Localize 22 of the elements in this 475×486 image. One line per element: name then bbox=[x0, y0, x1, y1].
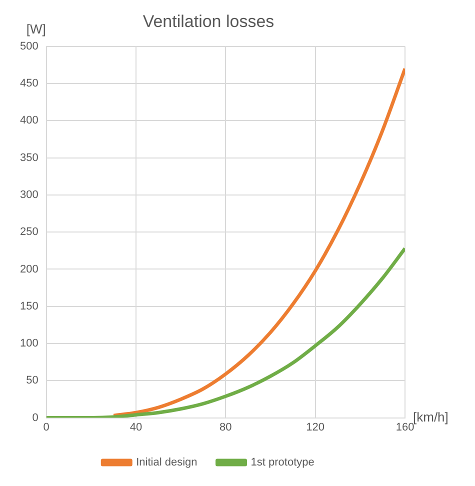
legend-label: Initial design bbox=[136, 456, 198, 469]
y-tick-label: 450 bbox=[20, 78, 38, 90]
y-tick-label: 300 bbox=[20, 188, 38, 201]
x-tick-label: 120 bbox=[306, 421, 325, 434]
y-tick-label: 200 bbox=[20, 263, 38, 276]
y-axis-title: [W] bbox=[26, 21, 46, 36]
y-tick-label: 250 bbox=[20, 226, 38, 238]
y-tick-label: 500 bbox=[20, 40, 38, 52]
legend-label: 1st prototype bbox=[250, 456, 314, 469]
line-series bbox=[112, 66, 405, 418]
x-tick-label: 0 bbox=[43, 421, 50, 434]
x-tick-label: 40 bbox=[130, 421, 142, 434]
y-tick-label: 150 bbox=[20, 300, 38, 312]
x-axis-title: [km/h] bbox=[413, 409, 448, 424]
x-tick-label: 80 bbox=[220, 421, 232, 434]
y-tick-label: 0 bbox=[32, 412, 38, 424]
chart-title: Ventilation losses bbox=[142, 12, 274, 31]
y-tick-label: 400 bbox=[20, 114, 38, 127]
y-tick-label: 100 bbox=[20, 338, 38, 350]
x-tick-label: 160 bbox=[396, 421, 414, 434]
y-tick-label: 50 bbox=[26, 374, 38, 387]
y-tick-label: 350 bbox=[20, 152, 38, 164]
